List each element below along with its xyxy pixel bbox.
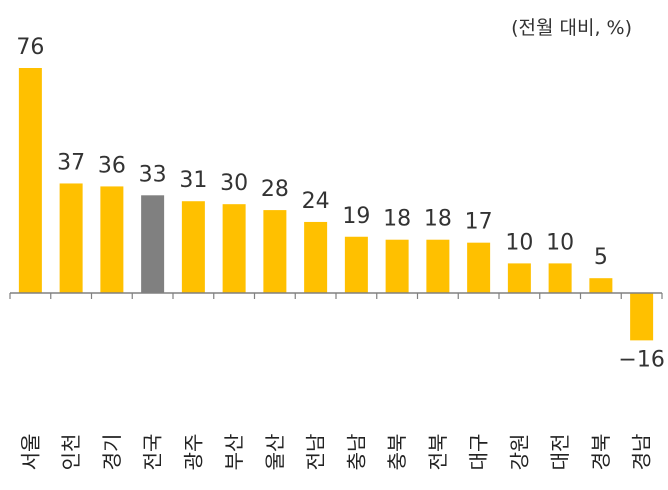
- category-label-충남: 충남: [344, 434, 368, 471]
- category-label-전국: 전국: [141, 434, 165, 471]
- category-label-강원: 강원: [507, 434, 531, 471]
- bar-광주: [181, 201, 205, 293]
- category-label-경남: 경남: [630, 434, 654, 471]
- category-label-부산: 부산: [222, 434, 246, 471]
- bar-충북: [385, 239, 409, 293]
- value-label-경북: 5: [594, 245, 608, 270]
- category-label-인천: 인천: [59, 434, 83, 471]
- value-label-전북: 18: [424, 207, 452, 232]
- value-label-경남: −16: [618, 347, 664, 372]
- bar-인천: [59, 183, 83, 293]
- bar-경북: [589, 278, 613, 293]
- unit-label: (전월 대비, %): [511, 17, 632, 39]
- value-label-충북: 18: [383, 207, 411, 232]
- bar-서울: [18, 68, 42, 293]
- category-label-전남: 전남: [304, 434, 328, 471]
- bars-group: [18, 68, 654, 341]
- value-label-전국: 33: [139, 162, 167, 187]
- category-label-광주: 광주: [181, 434, 205, 471]
- bar-경기: [100, 186, 124, 293]
- bar-강원: [507, 263, 531, 293]
- bar-경남: [630, 293, 654, 341]
- value-label-강원: 10: [505, 230, 533, 255]
- value-label-부산: 30: [220, 171, 248, 196]
- value-label-충남: 19: [342, 204, 370, 229]
- bar-부산: [222, 204, 246, 293]
- bar-울산: [263, 210, 287, 293]
- category-label-울산: 울산: [263, 434, 287, 471]
- category-labels-group: 서울 인천 경기 전국 광주 부산 울산 전남 충남 충북 전북 대구 강원 대전 경북 경남: [18, 434, 653, 471]
- bar-충남: [344, 236, 368, 293]
- category-label-대전: 대전: [548, 434, 572, 471]
- value-labels-group: 76 37 36 33 31 30 28 24 19 18 18 17 10 10 5 −16: [16, 35, 664, 372]
- category-label-경북: 경북: [589, 434, 613, 471]
- value-label-울산: 28: [261, 177, 289, 202]
- value-label-광주: 31: [179, 168, 207, 193]
- category-label-전북: 전북: [426, 434, 450, 471]
- category-label-서울: 서울: [18, 434, 42, 471]
- category-label-경기: 경기: [100, 434, 124, 471]
- value-label-대전: 10: [546, 230, 574, 255]
- bar-전남: [304, 221, 328, 293]
- value-label-서울: 76: [16, 35, 44, 60]
- value-label-전남: 24: [302, 189, 330, 214]
- bar-전북: [426, 239, 450, 293]
- category-label-충북: 충북: [385, 434, 409, 471]
- value-label-경기: 36: [98, 153, 126, 178]
- bar-대구: [467, 242, 491, 293]
- value-label-인천: 37: [57, 150, 85, 175]
- value-label-대구: 17: [465, 210, 493, 235]
- bar-전국: [141, 195, 165, 293]
- bar-대전: [548, 263, 572, 293]
- category-label-대구: 대구: [467, 434, 491, 471]
- axis-ticks-group: [9, 293, 663, 299]
